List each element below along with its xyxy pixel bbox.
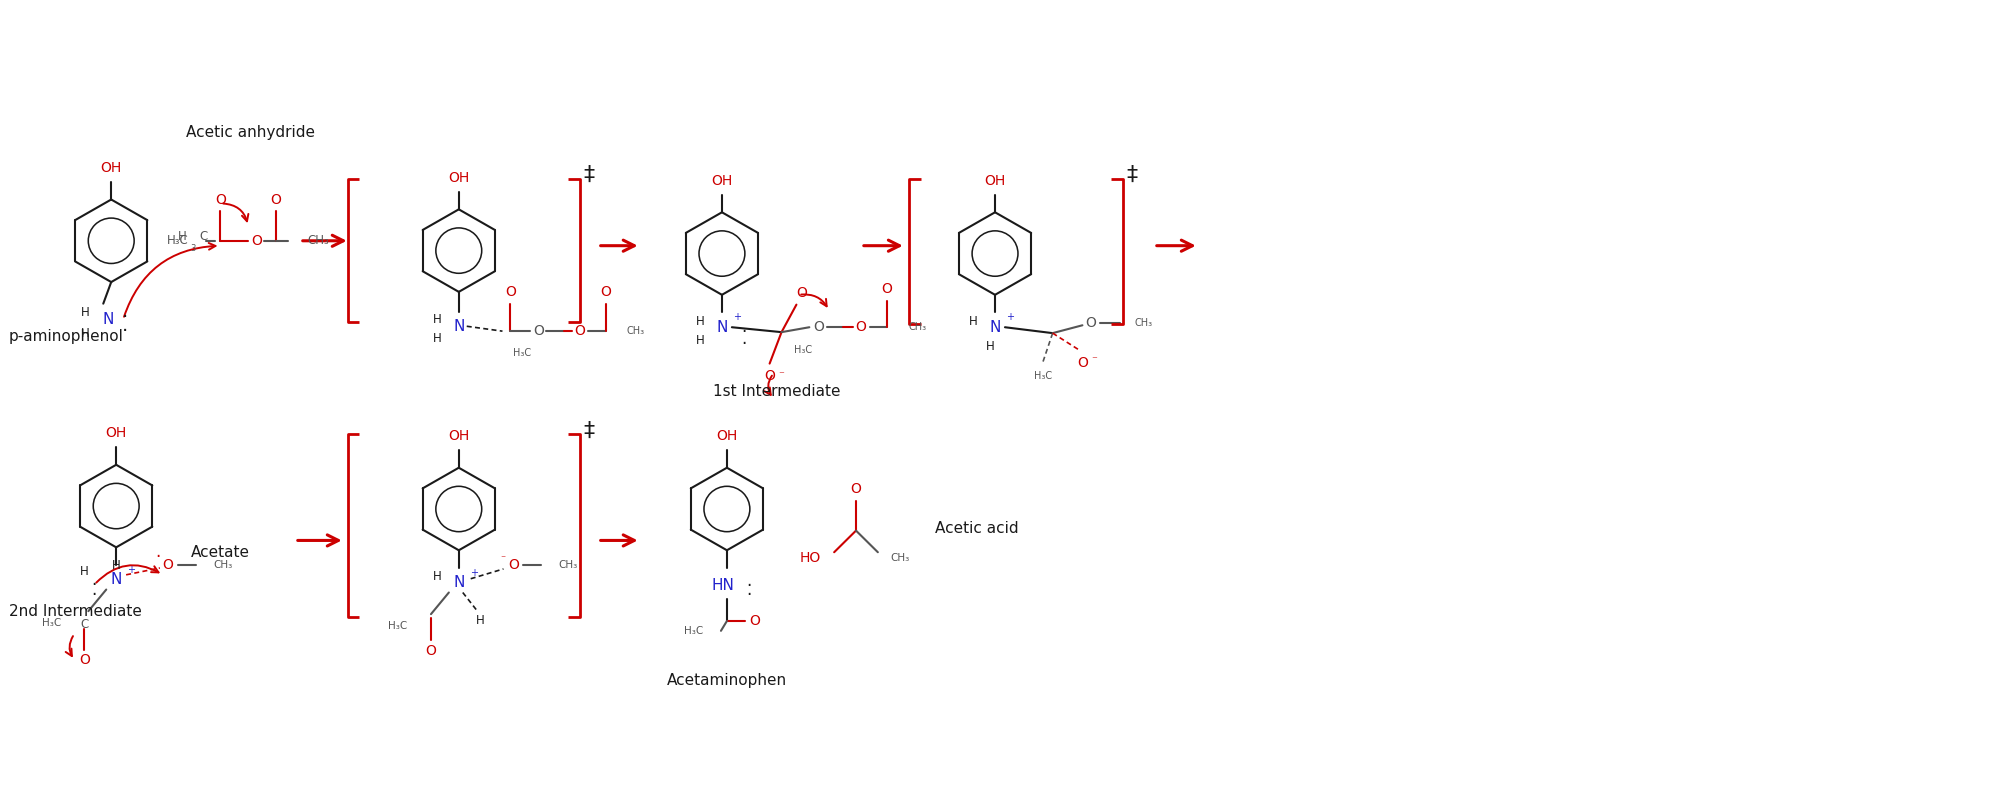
- Text: H₃C: H₃C: [388, 621, 408, 631]
- Text: $\ddagger$: $\ddagger$: [582, 165, 596, 185]
- Text: O: O: [796, 285, 806, 300]
- Text: O: O: [882, 282, 892, 296]
- Text: ·: ·: [742, 323, 746, 341]
- Text: O: O: [78, 653, 90, 667]
- Text: ·: ·: [122, 322, 128, 341]
- Text: +: +: [470, 568, 478, 578]
- Text: CH₃: CH₃: [558, 560, 578, 570]
- Text: p-aminophenol: p-aminophenol: [8, 328, 124, 343]
- Text: O: O: [1076, 355, 1088, 370]
- Text: H: H: [80, 565, 88, 578]
- Text: C: C: [80, 619, 88, 631]
- Text: ⁻: ⁻: [1092, 355, 1098, 366]
- Text: N: N: [454, 319, 464, 334]
- Text: H: H: [968, 315, 978, 328]
- Text: O: O: [426, 645, 436, 658]
- Text: H: H: [432, 331, 442, 344]
- Text: H₃C: H₃C: [42, 618, 62, 628]
- Text: O: O: [1084, 316, 1096, 331]
- Text: ·: ·: [92, 587, 96, 604]
- Text: $\ddagger$: $\ddagger$: [582, 420, 596, 441]
- Text: $\ddagger$: $\ddagger$: [1126, 165, 1138, 185]
- Text: H₃C: H₃C: [1034, 371, 1052, 381]
- Text: OH: OH: [106, 427, 126, 440]
- Text: O: O: [812, 320, 824, 334]
- Text: N: N: [716, 320, 728, 335]
- Text: H₃C: H₃C: [514, 348, 532, 358]
- Text: CH₃: CH₃: [1134, 318, 1152, 328]
- Text: N: N: [102, 312, 114, 327]
- Text: ⁻: ⁻: [778, 370, 784, 381]
- Text: O: O: [504, 285, 516, 299]
- Text: +: +: [732, 312, 740, 323]
- Text: O: O: [856, 320, 866, 334]
- Text: H: H: [432, 313, 442, 326]
- Text: O: O: [764, 370, 776, 383]
- Text: 1st Intermediate: 1st Intermediate: [712, 384, 840, 399]
- Text: O: O: [216, 193, 226, 206]
- Text: C: C: [200, 230, 208, 243]
- Text: O: O: [270, 193, 282, 206]
- Text: ⁻: ⁻: [500, 554, 506, 564]
- Text: H: H: [696, 315, 704, 328]
- Text: O: O: [532, 324, 544, 338]
- Text: +: +: [128, 565, 136, 575]
- Text: CH₃: CH₃: [214, 560, 232, 570]
- Text: H₃C: H₃C: [166, 234, 188, 247]
- Text: H: H: [82, 327, 90, 339]
- Text: N: N: [990, 320, 1000, 335]
- Text: ·: ·: [746, 577, 752, 595]
- Text: O: O: [162, 558, 174, 572]
- Text: ·: ·: [92, 576, 96, 594]
- Text: H: H: [476, 614, 486, 626]
- Text: OH: OH: [712, 174, 732, 188]
- Text: Acetaminophen: Acetaminophen: [666, 673, 786, 688]
- Text: OH: OH: [716, 429, 738, 443]
- Text: HO: HO: [800, 551, 822, 565]
- Text: Acetate: Acetate: [190, 545, 250, 560]
- Text: H: H: [178, 230, 188, 243]
- Text: CH₃: CH₃: [626, 326, 644, 336]
- Text: 2nd Intermediate: 2nd Intermediate: [8, 603, 142, 619]
- Text: O: O: [750, 614, 760, 628]
- Text: ·: ·: [122, 308, 128, 327]
- Text: N: N: [110, 573, 122, 588]
- Text: H: H: [986, 340, 994, 354]
- Text: ·: ·: [156, 548, 160, 566]
- Text: H: H: [696, 334, 704, 347]
- Text: ·: ·: [746, 587, 752, 604]
- Text: CH₃: CH₃: [890, 554, 910, 563]
- Text: O: O: [508, 558, 518, 572]
- Text: O: O: [250, 234, 262, 247]
- Text: CH₃: CH₃: [908, 322, 926, 332]
- Text: OH: OH: [448, 429, 470, 443]
- Text: CH₃: CH₃: [308, 234, 330, 247]
- Text: O: O: [600, 285, 612, 299]
- Text: ·: ·: [742, 335, 746, 353]
- Text: H₃C: H₃C: [794, 345, 812, 354]
- Text: +: +: [1006, 312, 1014, 323]
- Text: H: H: [432, 570, 442, 584]
- Text: OH: OH: [100, 161, 122, 175]
- Text: OH: OH: [448, 171, 470, 185]
- Text: O: O: [574, 324, 586, 338]
- Text: Acetic anhydride: Acetic anhydride: [186, 125, 314, 140]
- Text: 3: 3: [190, 244, 196, 253]
- Text: H₃C: H₃C: [684, 626, 704, 636]
- Text: OH: OH: [984, 174, 1006, 188]
- Text: H: H: [112, 560, 120, 573]
- Text: HN: HN: [712, 578, 734, 593]
- Text: H: H: [82, 306, 90, 319]
- Text: Acetic acid: Acetic acid: [936, 521, 1020, 536]
- Text: N: N: [454, 575, 464, 590]
- Text: O: O: [850, 482, 862, 496]
